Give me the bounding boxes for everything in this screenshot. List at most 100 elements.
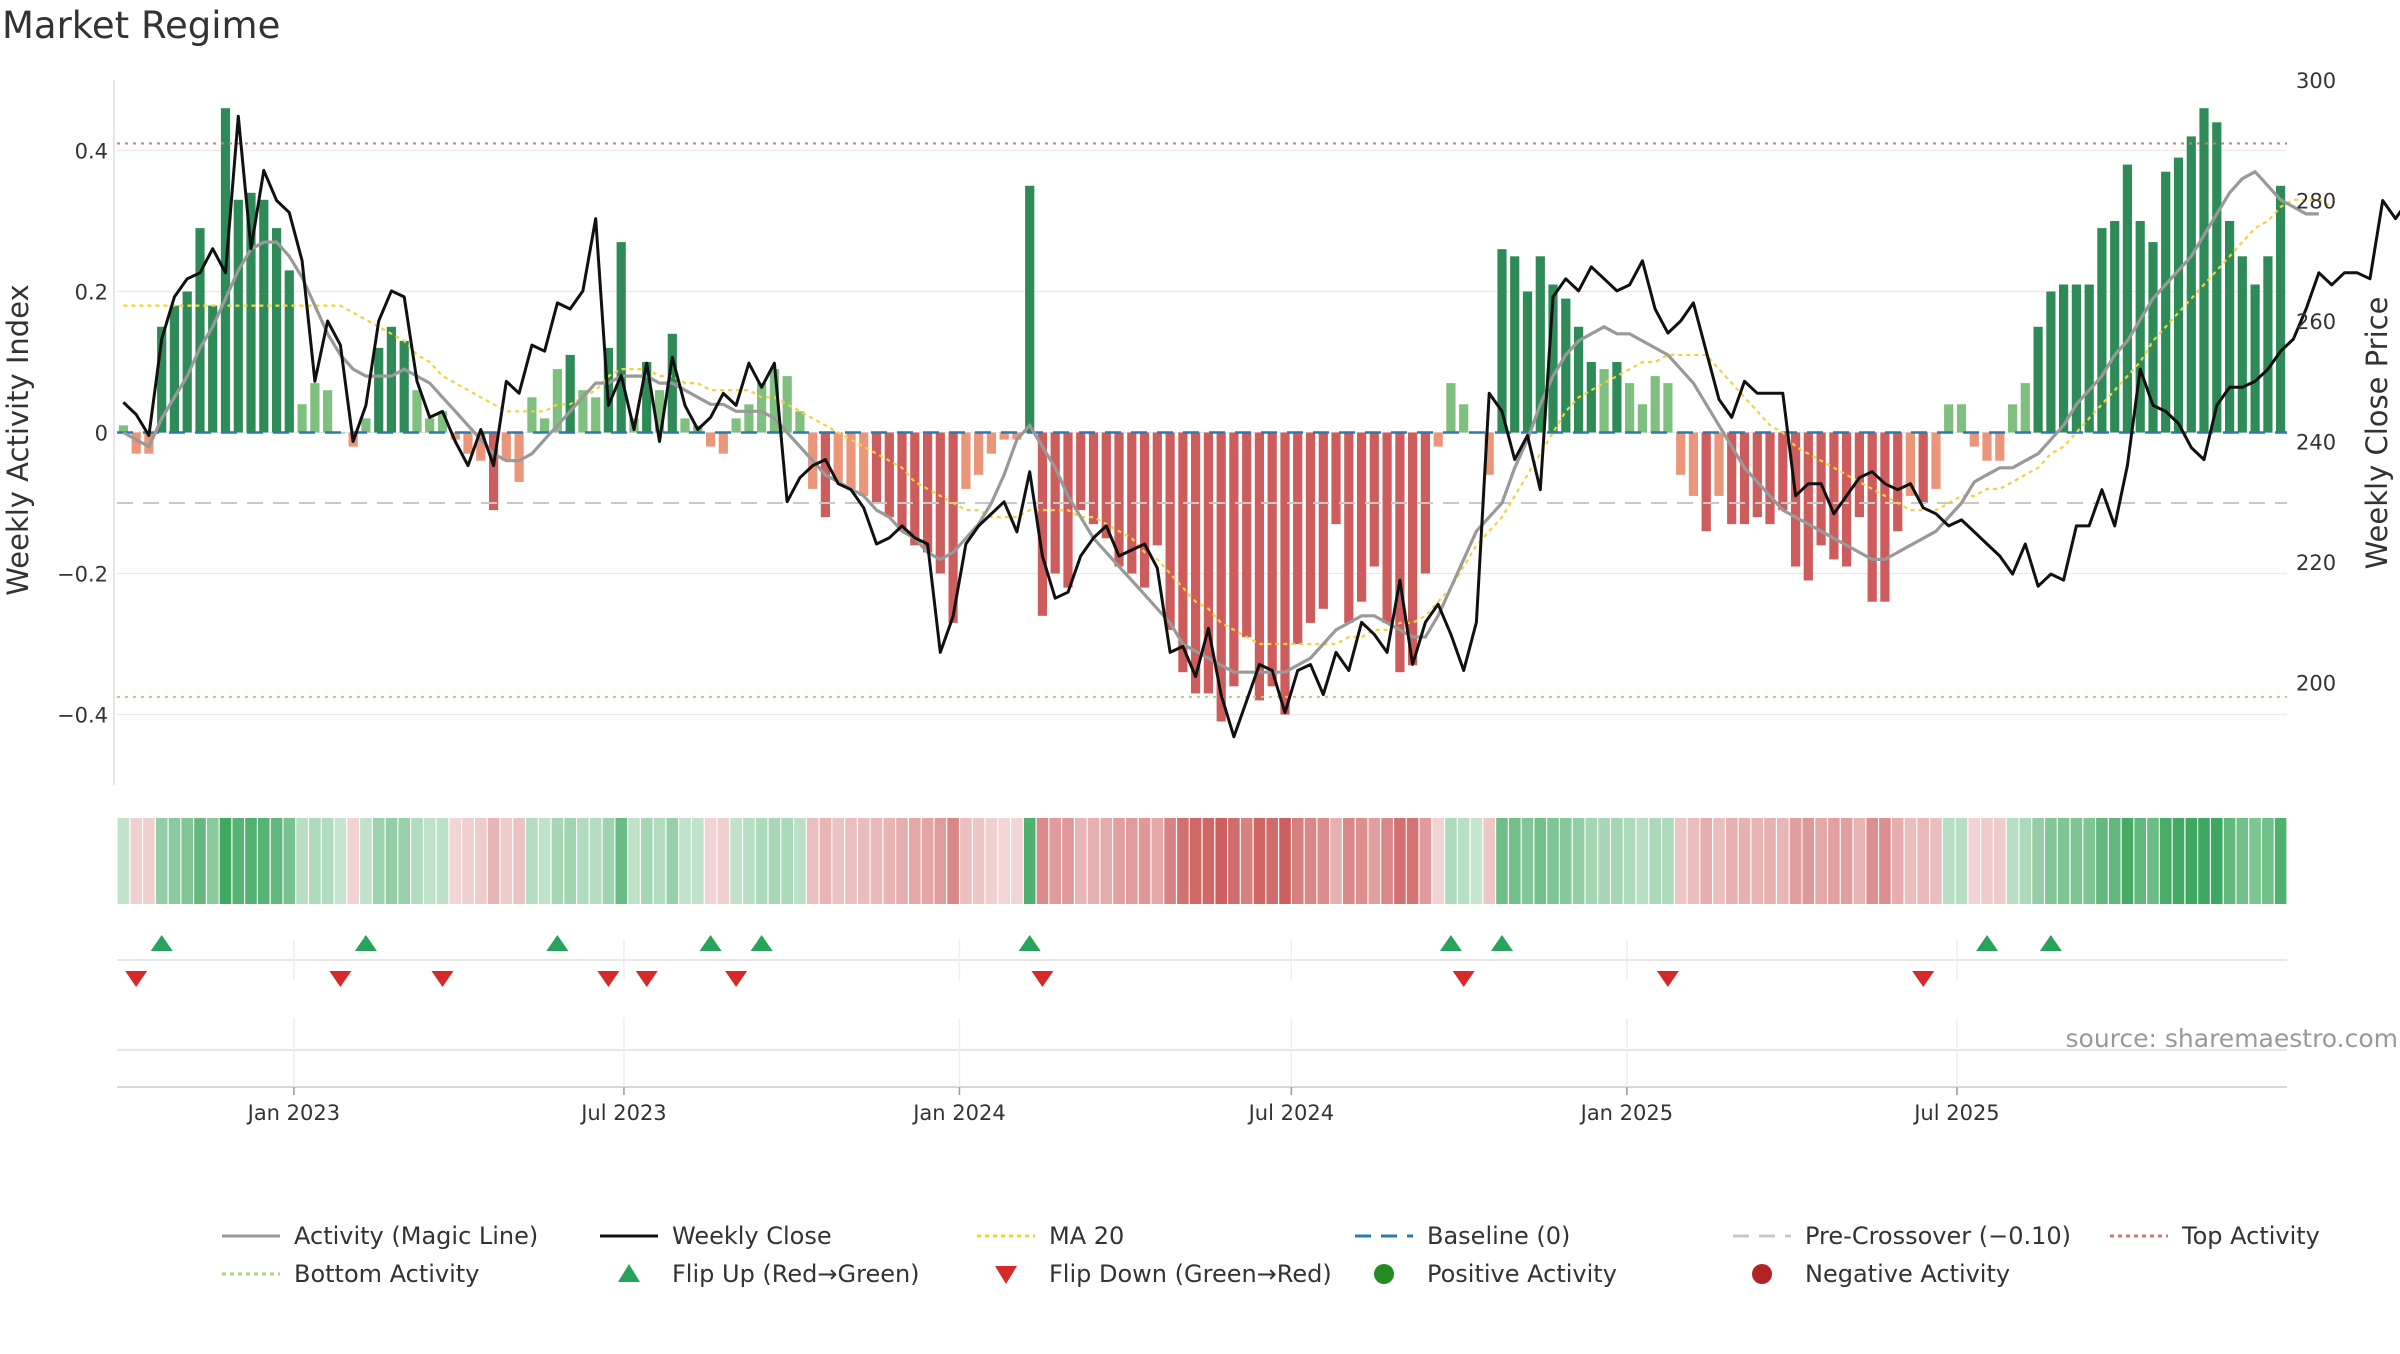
regime-cell [1087, 818, 1100, 904]
activity-bar [1076, 432, 1086, 511]
regime-cell [1534, 818, 1547, 904]
regime-cell [1279, 818, 1291, 904]
regime-cell [653, 818, 666, 904]
regime-cell [168, 818, 181, 904]
activity-bar [680, 418, 690, 433]
activity-bar [297, 404, 307, 433]
regime-cell [1368, 818, 1381, 904]
regime-cell [1777, 818, 1789, 904]
activity-bar [1446, 383, 1456, 433]
flip-down-marker [635, 971, 658, 987]
regime-cell [360, 818, 372, 904]
activity-bar [2135, 221, 2145, 433]
activity-bar [131, 432, 141, 454]
regime-cell [207, 818, 219, 904]
regime-cell [1011, 818, 1023, 904]
activity-bar [1574, 326, 1584, 433]
regime-cell [1764, 818, 1776, 904]
regime-cell [1700, 818, 1712, 904]
regime-cell [347, 818, 359, 904]
legend-label: Bottom Activity [294, 1260, 479, 1288]
activity-bar [1267, 432, 1277, 687]
activity-bar [1293, 432, 1303, 644]
left-tick-label: 0.4 [75, 140, 108, 164]
flip-up-marker [354, 935, 377, 951]
activity-bar [2097, 228, 2107, 433]
activity-bar [399, 340, 409, 433]
activity-bar [310, 383, 320, 433]
regime-cell [1075, 818, 1087, 904]
regime-cell [1445, 818, 1457, 904]
regime-cell [1253, 818, 1266, 904]
activity-bar [910, 432, 920, 546]
regime-cell [743, 818, 755, 904]
regime-cell [1789, 818, 1802, 904]
flip-down-marker [725, 971, 748, 987]
activity-bar [1727, 432, 1737, 525]
legend-marker-icon [1374, 1264, 1394, 1284]
legend-label: Activity (Magic Line) [294, 1222, 538, 1250]
regime-cell [832, 818, 844, 904]
regime-cell [909, 818, 921, 904]
regime-cell [704, 818, 717, 904]
regime-cell [717, 818, 730, 904]
activity-bar [2148, 242, 2158, 433]
regime-cell [1304, 818, 1317, 904]
right-tick-label: 280 [2296, 190, 2336, 214]
regime-cell [2108, 818, 2121, 904]
regime-cell [258, 818, 270, 904]
legend-label: Pre-Crossover (−0.10) [1805, 1222, 2071, 1250]
left-tick-label: 0.2 [75, 281, 108, 305]
regime-cell [1802, 818, 1815, 904]
flip-up-marker [546, 935, 569, 951]
regime-cell [1457, 818, 1470, 904]
activity-bar [1318, 432, 1328, 609]
regime-cell [679, 818, 691, 904]
regime-cell [181, 818, 193, 904]
legend-item: Pre-Crossover (−0.10) [1733, 1222, 2071, 1250]
activity-bar [757, 383, 767, 433]
regime-cell [615, 818, 627, 904]
left-axis-title: Weekly Activity Index [1, 284, 35, 595]
activity-bar [1152, 432, 1162, 546]
regime-cell [1649, 818, 1661, 904]
activity-bar [540, 418, 550, 433]
activity-bar [1242, 432, 1252, 637]
regime-cell [1381, 818, 1393, 904]
regime-cell [1547, 818, 1559, 904]
regime-cell [475, 818, 487, 904]
x-tick-label: Jan 2025 [1579, 1101, 1674, 1125]
activity-bar [1382, 432, 1392, 623]
legend-label: Weekly Close [672, 1222, 832, 1250]
activity-bar [1842, 432, 1852, 567]
activity-bar [986, 432, 996, 454]
ma20-line [123, 198, 2333, 646]
right-tick-label: 200 [2296, 672, 2336, 696]
legend-marker-icon [1752, 1264, 1772, 1284]
regime-cell [1572, 818, 1585, 904]
activity-bar [514, 432, 524, 482]
regime-cell [1840, 818, 1853, 904]
flip-markers [117, 935, 2287, 987]
regime-cell [117, 818, 130, 904]
legend-item: MA 20 [977, 1222, 1124, 1250]
regime-cell [232, 818, 245, 904]
regime-cell [2121, 818, 2134, 904]
regime-cell [1432, 818, 1444, 904]
regime-cell [2185, 818, 2198, 904]
legend-item: Baseline (0) [1355, 1222, 1570, 1250]
activity-bar [591, 397, 601, 433]
activity-bar [323, 390, 333, 433]
activity-bar [552, 369, 562, 433]
regime-cell [270, 818, 283, 904]
activity-bar [871, 432, 882, 503]
activity-bar [846, 432, 856, 489]
x-tick-label: Jul 2025 [1912, 1101, 1999, 1125]
regime-cell [309, 818, 321, 904]
activity-bar [1101, 432, 1111, 539]
activity-bar [233, 199, 243, 433]
activity-bar [361, 418, 371, 433]
regime-cell [1138, 818, 1151, 904]
activity-bar [1714, 432, 1724, 496]
regime-cell [1049, 818, 1061, 904]
